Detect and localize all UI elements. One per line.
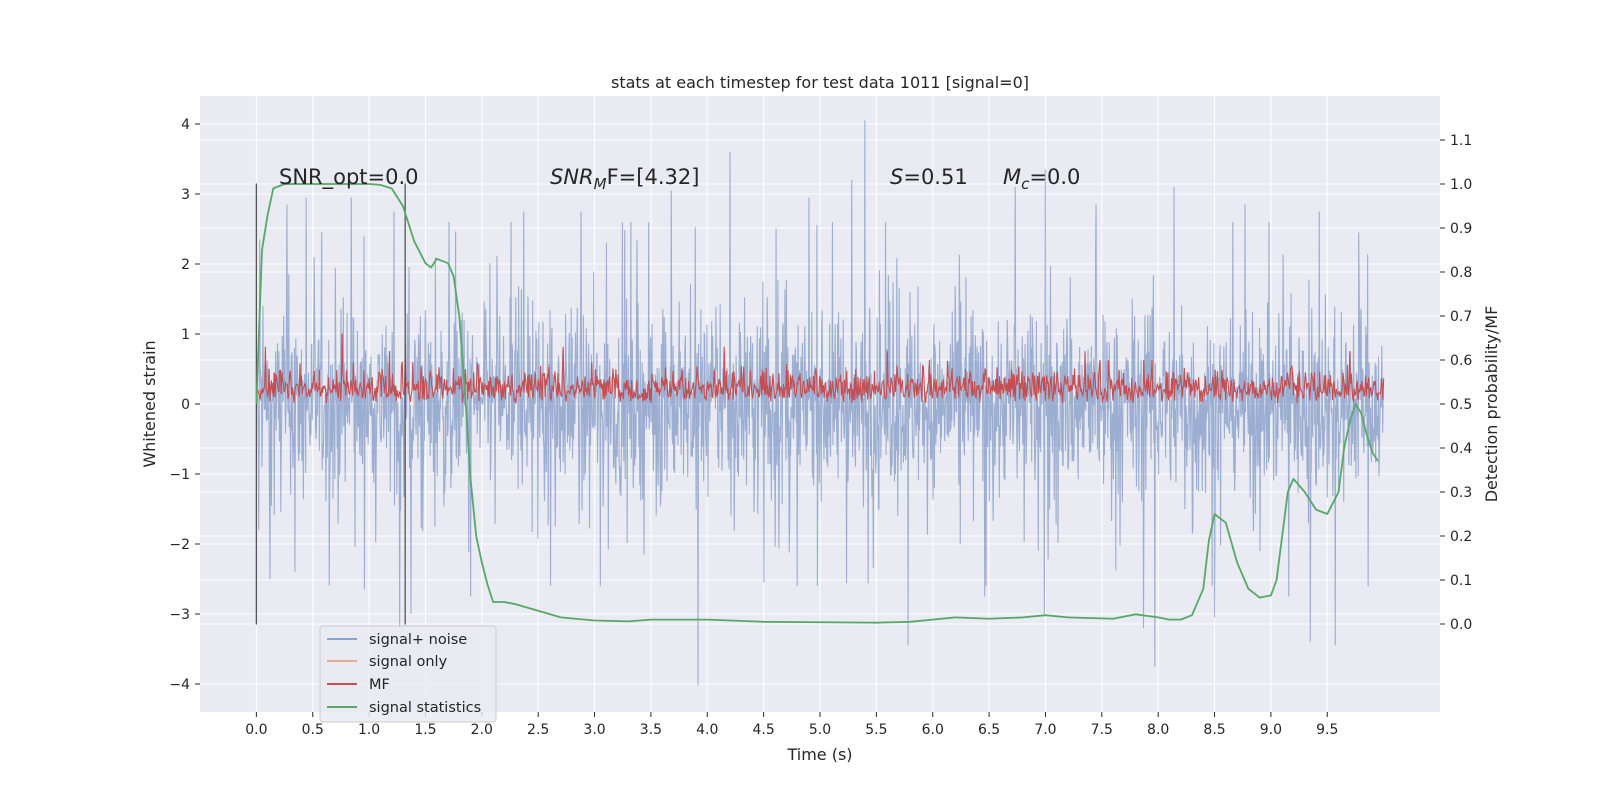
x-tick-label: 7.5 [1091,722,1113,738]
x-tick-label: 3.5 [640,722,662,738]
x-tick-label: 2.0 [471,722,493,738]
x-tick-label: 8.0 [1147,722,1169,738]
x-axis-label: Time (s) [786,745,852,764]
series-signal-noise [255,120,1385,686]
x-tick-label: 1.0 [358,722,380,738]
y-right-tick-label: 0.4 [1450,441,1472,457]
y-right-tick-label: 1.0 [1450,177,1472,193]
x-tick-label: 8.5 [1203,722,1225,738]
y-axis-label-right: Detection probability/MF [1482,306,1501,503]
x-tick-label: 0.0 [245,722,267,738]
x-tick-label: 5.0 [809,722,831,738]
signal-noise-line [255,120,1385,686]
y-left-tick-label: 2 [181,257,190,273]
legend: signal+ noise signal only MF signal stat… [319,625,497,723]
x-tick-label: 6.5 [978,722,1000,738]
x-tick-label: 7.0 [1034,722,1056,738]
y-left-tick-label: 1 [181,327,190,343]
y-right-tick-label: 1.1 [1450,133,1472,149]
annotation-mc: Mc=0.0 [1003,165,1080,193]
signal-statistics-line [255,183,1379,624]
y-left-tick-label: −2 [169,537,190,553]
y-right-tick-label: 0.2 [1450,529,1472,545]
x-tick-label: 4.5 [753,722,775,738]
y-left-tick-label: −3 [169,607,190,623]
y-left-tick-label: −4 [169,677,190,693]
x-tick-label: 2.5 [527,722,549,738]
y-left-tick-label: 4 [181,117,190,133]
y-left-tick-label: 0 [181,397,190,413]
x-tick-label: 0.5 [302,722,324,738]
y-right-tick-label: 0.0 [1450,617,1472,633]
x-tick-label: 5.5 [865,722,887,738]
annotation-snr-mf: SNRMF=[4.32] [550,165,699,193]
y-left-tick-label: −1 [169,467,190,483]
x-tick-label: 4.0 [696,722,718,738]
y-right-tick-label: 0.7 [1450,309,1472,325]
legend-label-signal-only: signal only [369,654,448,670]
x-tick-label: 1.5 [414,722,436,738]
y-left-tick-label: 3 [181,187,190,203]
mf-line [255,333,1385,404]
annotation-s: S=0.51 [890,165,968,189]
legend-label-signal-statistics: signal statistics [369,700,481,716]
legend-label-signal-noise: signal+ noise [369,632,467,648]
ticks: 0.0 0.5 1.0 1.5 2.0 2.5 3.0 3.5 4.0 4.5 5.0 5.5 6.0 6… [169,117,1472,738]
y-right-tick-label: 0.5 [1450,397,1472,413]
x-tick-label: 6.0 [922,722,944,738]
y-right-tick-label: 0.8 [1450,265,1472,281]
y-axis-label-left: Whitened strain [140,340,159,467]
legend-label-mf: MF [369,677,390,693]
series-signal-statistics [255,183,1379,624]
x-tick-label: 9.5 [1316,722,1338,738]
y-right-tick-label: 0.9 [1450,221,1472,237]
series-mf [255,333,1385,404]
x-tick-label: 3.0 [583,722,605,738]
y-right-tick-label: 0.3 [1450,485,1472,501]
chart-title: stats at each timestep for test data 101… [611,73,1029,92]
y-right-tick-label: 0.1 [1450,573,1472,589]
legend-box [319,625,497,723]
x-tick-label: 9.0 [1260,722,1282,738]
y-right-tick-label: 0.6 [1450,353,1472,369]
annotation-snr-opt: SNR_opt=0.0 [279,165,419,190]
